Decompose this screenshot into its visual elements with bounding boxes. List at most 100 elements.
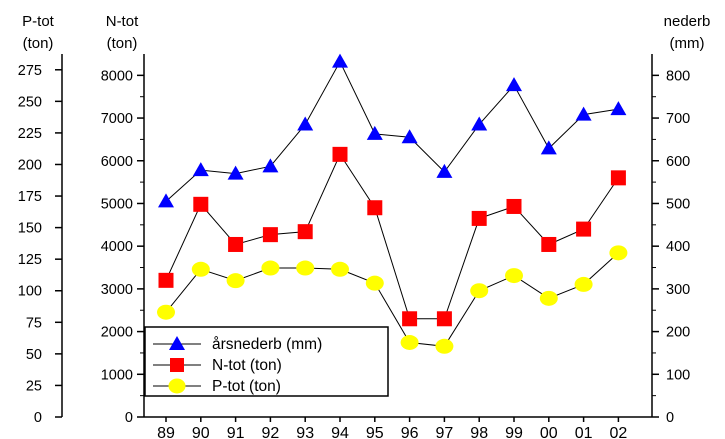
nederb-tick-label: 800	[666, 68, 690, 84]
data-point-circle	[157, 304, 175, 320]
data-point-circle	[505, 268, 523, 284]
x-tick-label: 91	[227, 425, 245, 439]
p_tot-tick-label: 75	[26, 315, 42, 331]
data-point-square	[367, 200, 383, 216]
x-tick-label: 95	[366, 425, 384, 439]
legend-label-nederb: årsnederb (mm)	[212, 336, 322, 353]
nederb-tick-label: 0	[666, 410, 674, 426]
data-point-triangle	[262, 158, 279, 173]
data-point-triangle	[332, 53, 348, 68]
legend-circle-icon	[168, 378, 186, 394]
n_tot-tick-label: 1000	[101, 367, 133, 383]
n_tot-tick-label: 8000	[101, 68, 133, 84]
data-point-circle	[470, 283, 489, 299]
data-point-square	[436, 311, 452, 327]
data-point-triangle	[506, 77, 522, 92]
p_tot-tick-label: 200	[18, 157, 42, 173]
n_tot-tick-label: 6000	[101, 154, 133, 170]
p_tot-tick-label: 100	[18, 284, 42, 300]
data-point-square	[297, 224, 313, 240]
x-tick-label: 96	[401, 425, 419, 439]
data-point-triangle	[401, 129, 418, 144]
data-point-triangle	[540, 140, 557, 155]
p-axis-title-line1: P-tot	[22, 13, 55, 30]
n_tot-tick-label: 7000	[101, 111, 133, 127]
p_tot-tick-label: 275	[18, 63, 42, 79]
data-point-circle	[331, 261, 349, 277]
x-tick-label: 02	[610, 425, 628, 439]
x-tick-label: 90	[192, 425, 210, 439]
data-point-circle	[226, 273, 245, 289]
nederb-tick-label: 200	[666, 325, 690, 341]
x-tick-label: 97	[436, 425, 454, 439]
x-tick-label: 94	[331, 425, 349, 439]
p_tot-tick-label: 250	[18, 94, 42, 110]
legend-label-ptot: P-tot (ton)	[212, 378, 281, 395]
data-point-triangle	[297, 116, 314, 131]
data-point-square	[332, 146, 348, 162]
n_tot-tick-label: 3000	[101, 282, 133, 298]
data-point-circle	[539, 290, 558, 306]
p_tot-tick-label: 0	[34, 410, 42, 426]
legend: årsnederb (mm) N-tot (ton) P-tot (ton)	[144, 326, 389, 397]
data-point-triangle	[575, 106, 592, 121]
x-tick-label: 93	[296, 425, 314, 439]
data-point-circle	[574, 276, 593, 292]
nederb-tick-label: 300	[666, 282, 690, 298]
nederb-tick-label: 400	[666, 239, 690, 255]
data-point-square	[262, 227, 278, 243]
n-axis-title-line2: (ton)	[107, 35, 138, 52]
data-point-circle	[365, 275, 384, 291]
nederb-tick-label: 100	[666, 367, 690, 383]
p-axis-title-line2: (ton)	[23, 35, 54, 52]
p_tot-tick-label: 225	[18, 126, 42, 142]
nederb-axis-title-line2: (mm)	[670, 35, 705, 52]
data-point-circle	[261, 260, 280, 276]
x-tick-label: 89	[157, 425, 175, 439]
legend-box	[144, 326, 389, 397]
data-point-circle	[191, 261, 210, 277]
legend-square-icon	[170, 358, 184, 372]
nederb-axis-title-line1: nederb	[664, 13, 711, 30]
data-point-triangle	[158, 193, 174, 208]
data-point-circle	[435, 338, 454, 354]
nederb-tick-label: 700	[666, 111, 690, 127]
data-point-triangle	[471, 116, 488, 131]
n_tot-tick-label: 4000	[101, 239, 133, 255]
data-point-circle	[296, 260, 315, 276]
data-point-square	[193, 196, 209, 212]
legend-label-ntot: N-tot (ton)	[212, 357, 282, 374]
x-tick-label: 99	[505, 425, 523, 439]
p_tot-tick-label: 125	[18, 252, 42, 268]
p_tot-tick-label: 25	[26, 378, 42, 394]
data-point-triangle	[192, 162, 209, 177]
n_tot-tick-label: 5000	[101, 196, 133, 212]
data-point-square	[576, 221, 592, 237]
data-point-square	[506, 198, 522, 214]
x-tick-label: 98	[470, 425, 488, 439]
nederb-tick-label: 600	[666, 154, 690, 170]
data-point-triangle	[366, 125, 383, 140]
n-axis-title-line1: N-tot	[106, 13, 139, 30]
n_tot-tick-label: 0	[125, 410, 133, 426]
x-tick-label: 01	[575, 425, 593, 439]
p_tot-tick-label: 175	[18, 189, 42, 205]
data-point-square	[471, 210, 487, 226]
data-point-square	[158, 272, 174, 288]
data-point-square	[541, 236, 557, 252]
x-tick-label: 92	[262, 425, 280, 439]
legend-triangle-icon	[169, 336, 185, 350]
data-point-square	[610, 170, 626, 186]
n_tot-tick-label: 2000	[101, 325, 133, 341]
series-line-0	[165, 60, 619, 202]
data-point-circle	[400, 335, 419, 351]
data-point-triangle	[610, 101, 627, 116]
data-point-square	[228, 236, 244, 252]
p_tot-tick-label: 50	[26, 347, 42, 363]
data-point-triangle	[436, 163, 453, 178]
data-point-circle	[609, 245, 628, 261]
data-point-square	[402, 311, 418, 327]
p_tot-tick-label: 150	[18, 221, 42, 237]
nederb-tick-label: 500	[666, 196, 690, 212]
